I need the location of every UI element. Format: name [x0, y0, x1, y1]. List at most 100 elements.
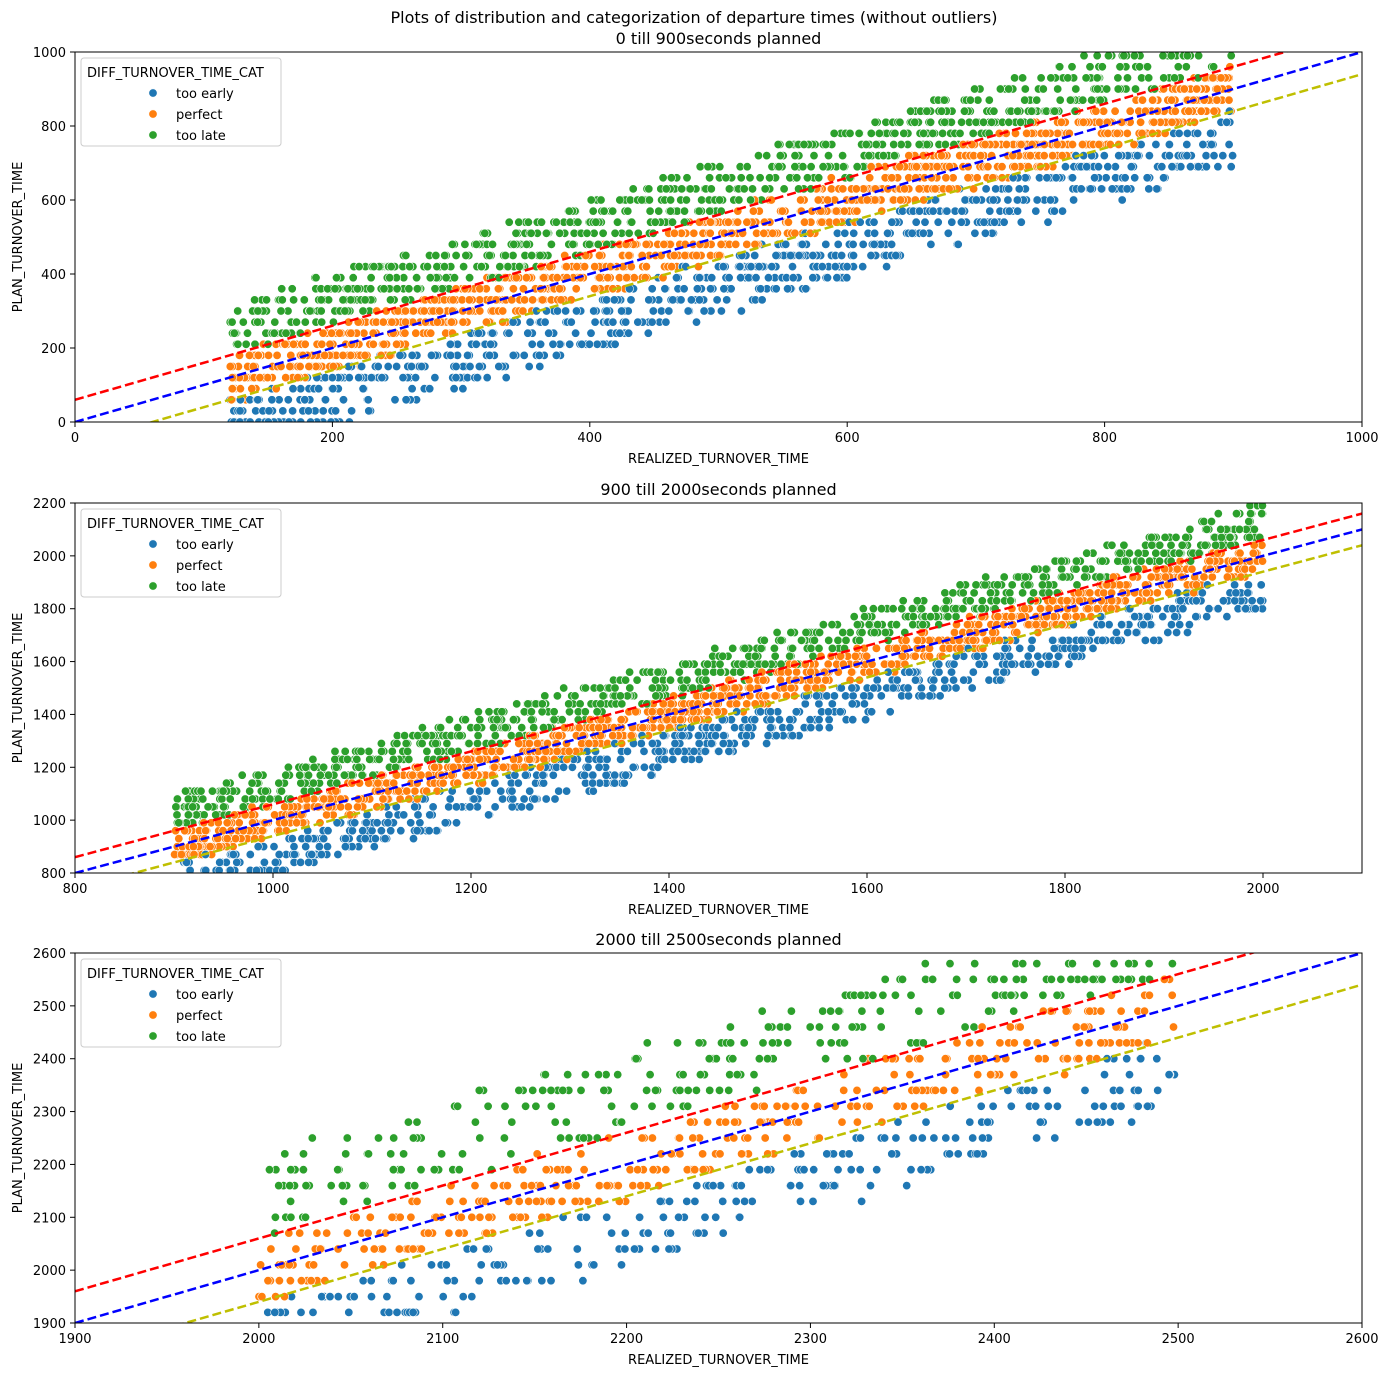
point-too-late: [876, 604, 886, 614]
point-too-early: [1004, 206, 1014, 216]
point-too-late: [1143, 62, 1153, 72]
point-too-early: [883, 228, 893, 238]
point-too-early: [1030, 667, 1040, 677]
point-perfect: [616, 715, 626, 725]
point-perfect: [552, 273, 562, 283]
point-too-late: [1027, 106, 1037, 116]
point-too-late: [1016, 117, 1026, 127]
point-too-late: [705, 173, 715, 183]
point-perfect: [392, 339, 402, 349]
point-too-late: [992, 596, 1002, 606]
point-perfect: [174, 834, 184, 844]
point-too-late: [1071, 84, 1081, 94]
point-too-late: [523, 217, 533, 227]
point-too-early: [942, 206, 952, 216]
point-too-late: [417, 738, 427, 748]
point-too-early: [700, 746, 710, 756]
point-perfect: [572, 262, 582, 272]
point-too-late: [440, 251, 450, 261]
point-too-late: [697, 195, 707, 205]
point-too-late: [455, 731, 465, 741]
point-too-early: [1175, 596, 1185, 606]
legend-label: too early: [176, 87, 234, 102]
point-too-late: [446, 746, 456, 756]
point-perfect: [245, 350, 255, 360]
point-perfect: [222, 818, 232, 828]
point-too-early: [689, 746, 699, 756]
point-perfect: [475, 306, 485, 316]
point-too-late: [792, 173, 802, 183]
point-too-early: [1058, 635, 1068, 645]
point-too-late: [1097, 62, 1107, 72]
point-too-early: [867, 707, 877, 717]
point-too-early: [827, 699, 837, 709]
point-too-late: [319, 762, 329, 772]
point-too-early: [1012, 195, 1022, 205]
point-too-early: [1114, 151, 1124, 161]
point-perfect: [464, 295, 474, 305]
point-too-early: [588, 770, 598, 780]
point-too-early: [970, 228, 980, 238]
point-too-late: [625, 667, 635, 677]
point-too-late: [796, 635, 806, 645]
point-too-early: [707, 273, 717, 283]
point-too-early: [301, 842, 311, 852]
point-perfect: [1235, 548, 1245, 558]
point-too-late: [940, 140, 950, 150]
point-too-early: [372, 818, 382, 828]
point-too-late: [330, 746, 340, 756]
point-too-late: [564, 707, 574, 717]
point-too-late: [1036, 73, 1046, 83]
point-too-late: [937, 106, 947, 116]
point-perfect: [346, 328, 356, 338]
point-too-late: [1050, 106, 1060, 116]
point-perfect: [1099, 106, 1109, 116]
point-too-late: [222, 778, 232, 788]
point-too-early: [390, 395, 400, 405]
point-too-late: [465, 273, 475, 283]
point-perfect: [1012, 627, 1022, 637]
point-perfect: [887, 173, 897, 183]
point-too-early: [1076, 635, 1086, 645]
point-too-late: [1078, 95, 1088, 105]
point-too-early: [959, 675, 969, 685]
point-perfect: [647, 707, 657, 717]
point-too-late: [941, 604, 951, 614]
point-too-late: [559, 683, 569, 693]
point-too-late: [387, 746, 397, 756]
point-too-early: [1209, 151, 1219, 161]
point-too-early: [328, 384, 338, 394]
point-too-late: [1104, 52, 1113, 61]
point-too-late: [785, 651, 795, 661]
point-too-early: [380, 834, 390, 844]
point-too-late: [377, 746, 387, 756]
point-too-late: [476, 262, 486, 272]
point-too-early: [609, 295, 619, 305]
point-too-early: [869, 217, 879, 227]
point-too-early: [847, 683, 857, 693]
point-too-early: [1086, 627, 1096, 637]
legend-label: perfect: [176, 108, 222, 123]
point-too-early: [643, 328, 653, 338]
point-too-early: [916, 683, 926, 693]
y-tick-label: 200: [41, 342, 66, 357]
point-too-early: [869, 239, 879, 249]
point-too-early: [253, 842, 263, 852]
point-too-early: [801, 284, 811, 294]
point-too-early: [724, 746, 734, 756]
point-perfect: [655, 707, 665, 717]
point-too-early: [968, 667, 978, 677]
point-too-early: [1099, 151, 1109, 161]
point-too-late: [1113, 84, 1123, 94]
point-perfect: [980, 140, 990, 150]
point-too-early: [1043, 659, 1053, 669]
point-too-late: [1067, 62, 1077, 72]
point-too-late: [995, 84, 1005, 94]
point-too-late: [555, 228, 565, 238]
point-too-early: [395, 350, 405, 360]
point-too-early: [1070, 643, 1080, 653]
point-too-early: [1256, 580, 1266, 590]
point-too-late: [1041, 564, 1051, 574]
point-too-late: [1174, 548, 1184, 558]
point-too-early: [1088, 643, 1098, 653]
